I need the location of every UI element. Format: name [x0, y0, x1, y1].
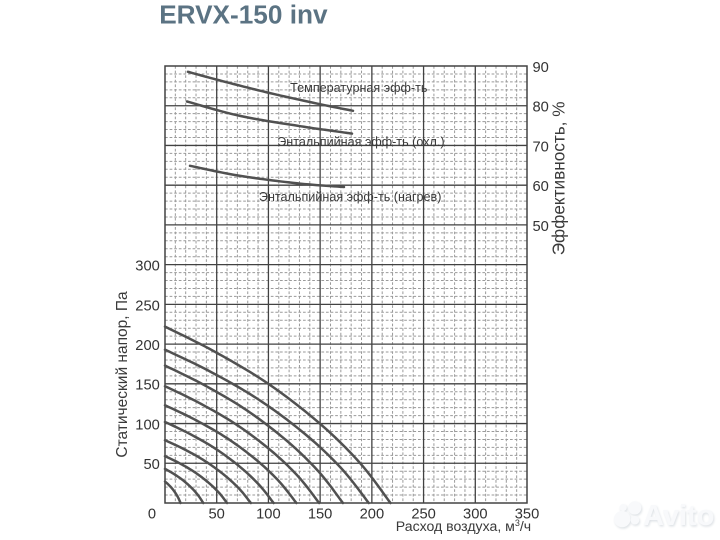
svg-text:Энтальпийная эфф-ть (охл.): Энтальпийная эфф-ть (охл.)	[277, 135, 444, 149]
svg-text:Эффективность, %: Эффективность, %	[549, 101, 569, 255]
svg-text:50: 50	[533, 219, 549, 235]
svg-text:200: 200	[135, 338, 160, 354]
svg-text:250: 250	[135, 298, 160, 314]
svg-text:Статический напор, Па: Статический напор, Па	[114, 291, 131, 458]
svg-text:50: 50	[143, 457, 159, 473]
svg-text:100: 100	[256, 506, 281, 522]
svg-text:80: 80	[533, 100, 549, 116]
svg-text:0: 0	[148, 506, 156, 522]
svg-text:300: 300	[135, 259, 160, 275]
svg-text:300: 300	[463, 506, 488, 522]
svg-text:50: 50	[209, 506, 225, 522]
svg-text:Avito: Avito	[643, 500, 714, 532]
svg-text:350: 350	[515, 506, 540, 522]
svg-text:Энтальпийная эфф-ть (нагрев): Энтальпийная эфф-ть (нагрев)	[259, 190, 442, 204]
svg-text:90: 90	[533, 60, 549, 76]
svg-text:ERVX-150 inv: ERVX-150 inv	[159, 0, 328, 30]
svg-text:250: 250	[411, 506, 436, 522]
svg-text:Расход воздуха, м3/ч: Расход воздуха, м3/ч	[396, 518, 531, 534]
svg-text:150: 150	[135, 378, 160, 394]
svg-text:60: 60	[533, 179, 549, 195]
svg-text:200: 200	[360, 506, 385, 522]
svg-text:70: 70	[533, 139, 549, 155]
svg-text:100: 100	[135, 417, 160, 433]
svg-text:150: 150	[308, 506, 333, 522]
svg-text:Температурная эфф-ть: Температурная эфф-ть	[290, 81, 428, 95]
